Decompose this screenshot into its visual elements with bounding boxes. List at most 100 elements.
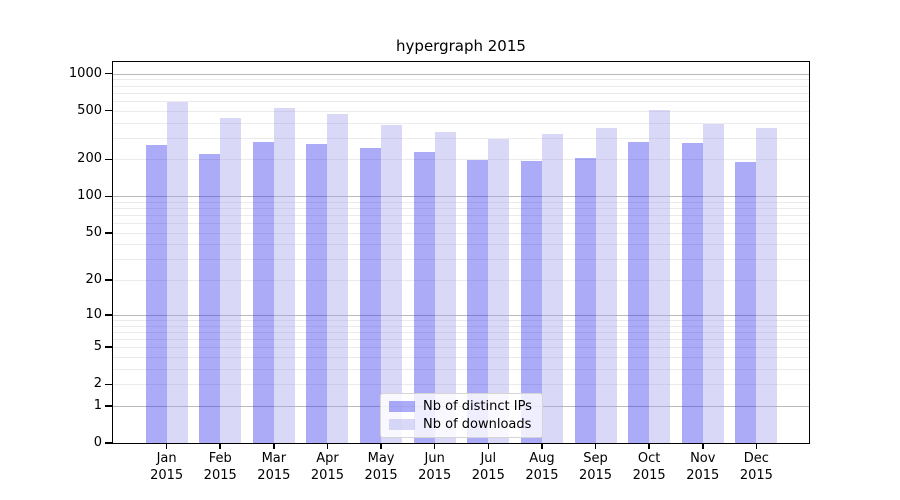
- bar-distinct-ips: [306, 143, 328, 443]
- minor-gridline: [113, 79, 810, 81]
- x-tick: [487, 444, 490, 449]
- x-tick-label: Jul 2015: [471, 451, 505, 483]
- minor-gridline: [113, 232, 810, 234]
- y-tick-label: 2: [93, 376, 102, 392]
- x-tick: [326, 444, 329, 449]
- bar-downloads: [434, 132, 456, 443]
- minor-gridline: [113, 215, 810, 217]
- minor-gridline: [113, 368, 810, 370]
- y-tick: [105, 383, 113, 386]
- x-tick-label: Feb 2015: [203, 451, 237, 483]
- y-tick-label: 1000: [68, 65, 102, 81]
- legend: Nb of distinct IPs Nb of downloads: [380, 393, 543, 438]
- minor-gridline: [113, 384, 810, 386]
- minor-gridline: [113, 201, 810, 203]
- x-tick: [755, 444, 758, 449]
- bar-downloads: [488, 138, 510, 443]
- legend-swatch-distinct-ips: [389, 400, 415, 412]
- minor-gridline: [113, 92, 810, 94]
- legend-item-downloads: Nb of downloads: [389, 416, 532, 432]
- bar-downloads: [702, 124, 724, 443]
- x-tick: [541, 444, 543, 449]
- minor-gridline: [113, 325, 810, 327]
- major-gridline: [113, 73, 810, 75]
- legend-swatch-downloads: [389, 418, 415, 430]
- x-tick-label: Apr 2015: [310, 451, 344, 483]
- x-tick: [702, 444, 704, 449]
- bar-distinct-ips: [735, 162, 757, 443]
- y-tick: [105, 442, 113, 444]
- minor-gridline: [113, 356, 810, 358]
- legend-label-distinct-ips: Nb of distinct IPs: [423, 398, 532, 414]
- y-tick-label: 100: [77, 188, 102, 204]
- bar-distinct-ips: [681, 143, 703, 443]
- y-tick-label: 10: [85, 306, 102, 322]
- minor-gridline: [113, 347, 810, 349]
- x-tick-label: May 2015: [364, 451, 398, 483]
- y-tick: [105, 279, 113, 281]
- x-tick: [380, 444, 382, 449]
- x-tick-label: Jan 2015: [150, 451, 184, 483]
- y-tick-label: 500: [77, 102, 102, 118]
- bar-downloads: [595, 127, 617, 443]
- bar-downloads: [381, 125, 403, 443]
- minor-gridline: [113, 319, 810, 321]
- bar-downloads: [649, 110, 671, 443]
- minor-gridline: [113, 338, 810, 340]
- legend-item-distinct-ips: Nb of distinct IPs: [389, 398, 532, 414]
- x-tick-label: Oct 2015: [632, 451, 666, 483]
- minor-gridline: [113, 223, 810, 225]
- x-tick: [648, 444, 650, 449]
- major-gridline: [113, 314, 810, 316]
- bar-downloads: [166, 101, 188, 443]
- y-tick-label: 0: [93, 435, 102, 450]
- bar-distinct-ips: [520, 161, 542, 443]
- minor-gridline: [113, 85, 810, 87]
- bar-downloads: [541, 134, 563, 443]
- x-tick: [165, 444, 168, 449]
- bar-downloads: [220, 117, 242, 443]
- x-tick: [219, 444, 221, 449]
- bar-distinct-ips: [252, 142, 274, 443]
- x-tick: [433, 444, 436, 449]
- minor-gridline: [113, 331, 810, 333]
- y-tick: [105, 405, 113, 407]
- bar-distinct-ips: [467, 160, 489, 443]
- minor-gridline: [113, 110, 810, 112]
- x-tick-label: Jun 2015: [418, 451, 452, 483]
- y-tick-label: 50: [85, 224, 102, 240]
- y-tick: [105, 314, 113, 316]
- x-tick-label: Sep 2015: [578, 451, 613, 483]
- bar-distinct-ips: [574, 157, 596, 443]
- y-tick-label: 200: [77, 151, 102, 167]
- minor-gridline: [113, 208, 810, 210]
- x-tick-label: Mar 2015: [257, 451, 291, 483]
- x-tick-label: Nov 2015: [686, 451, 720, 483]
- bar-distinct-ips: [199, 153, 221, 443]
- x-tick: [273, 444, 275, 449]
- minor-gridline: [113, 280, 810, 282]
- y-tick-label: 5: [93, 339, 102, 355]
- minor-gridline: [113, 100, 810, 102]
- x-tick: [594, 444, 597, 449]
- y-tick: [105, 72, 113, 75]
- x-tick-label: Dec 2015: [739, 451, 773, 483]
- minor-gridline: [113, 159, 810, 161]
- legend-label-downloads: Nb of downloads: [423, 416, 532, 432]
- minor-gridline: [113, 244, 810, 246]
- bar-distinct-ips: [628, 141, 650, 443]
- chart-title: hypergraph 2015: [396, 37, 526, 55]
- y-tick: [105, 158, 113, 161]
- minor-gridline: [113, 122, 810, 124]
- major-gridline: [113, 196, 810, 198]
- bar-distinct-ips: [145, 145, 167, 443]
- bar-downloads: [273, 107, 295, 443]
- bar-distinct-ips: [360, 147, 382, 443]
- bar-downloads: [327, 114, 349, 443]
- y-tick: [105, 346, 113, 348]
- minor-gridline: [113, 259, 810, 261]
- y-tick: [105, 232, 113, 234]
- y-tick: [105, 109, 113, 112]
- x-tick-label: Aug 2015: [525, 451, 559, 483]
